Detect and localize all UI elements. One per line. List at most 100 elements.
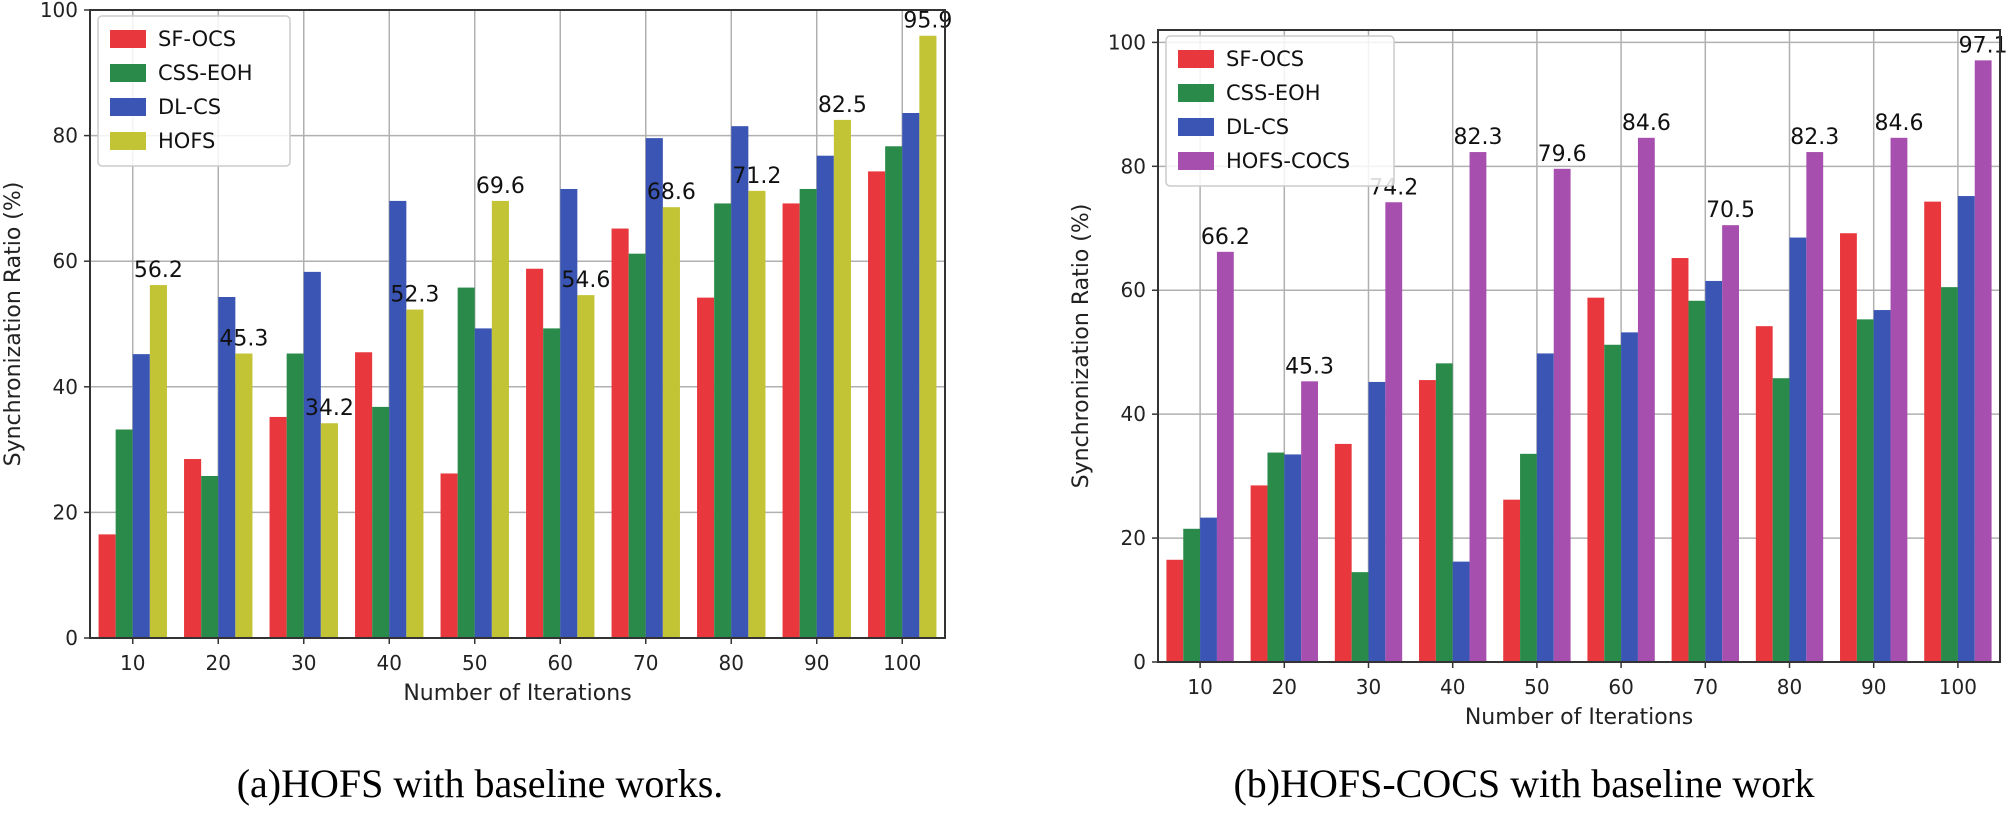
- bar-sf-ocs: [1840, 233, 1857, 662]
- bar-hofs-cocs: [1806, 152, 1824, 662]
- bar-css-eoh: [201, 475, 219, 638]
- bar-sf-ocs: [1250, 485, 1268, 662]
- y-tick-label: 60: [53, 249, 78, 273]
- chart-panel-a: 56.2 45.3 34.2 52.3 69.6 54.6 68.6 71.2 82.5 95.9…: [0, 0, 960, 817]
- data-label: 84.6: [1622, 111, 1671, 136]
- y-tick-label: 100: [40, 0, 78, 22]
- y-tick-label: 20: [1121, 526, 1146, 550]
- y-tick-label: 60: [1121, 278, 1146, 302]
- bar-hofs: [406, 309, 424, 638]
- y-tick-label: 0: [1133, 650, 1146, 674]
- bar-hofs: [833, 119, 851, 638]
- bar-sf-ocs: [269, 416, 287, 638]
- x-axis-label: Number of Iterations: [1465, 705, 1693, 730]
- bar-dl-cs: [1789, 237, 1807, 662]
- legend: SF-OCS CSS-EOH DL-CS HOFS: [97, 15, 291, 167]
- data-label: 70.5: [1706, 198, 1755, 223]
- legend-label: HOFS: [158, 129, 215, 153]
- data-label: 45.3: [219, 327, 268, 352]
- bar-hofs-cocs: [1722, 225, 1739, 663]
- bar-dl-cs: [474, 328, 492, 638]
- bar-sf-ocs: [1924, 201, 1942, 662]
- x-tick-label: 60: [548, 651, 573, 675]
- legend: SF-OCS CSS-EOH DL-CS HOFS-COCS: [1165, 35, 1395, 187]
- y-axis-label: Synchronization Ratio (%): [1069, 204, 1094, 489]
- data-label: 69.6: [476, 174, 525, 199]
- chart-b-caption: (b)HOFS-COCS with baseline work: [1233, 761, 1815, 806]
- bar-css-eoh: [1183, 528, 1201, 662]
- x-tick-label: 30: [1356, 675, 1381, 699]
- data-label: 52.3: [390, 283, 439, 308]
- legend-box: [1165, 35, 1395, 187]
- bar-sf-ocs: [1755, 326, 1773, 662]
- bar-dl-cs: [1452, 561, 1470, 662]
- bar-css-eoh: [714, 203, 732, 638]
- y-tick-label: 20: [53, 500, 78, 524]
- x-tick-label: 60: [1608, 675, 1633, 699]
- bar-dl-cs: [1705, 280, 1723, 662]
- legend-label: SF-OCS: [158, 27, 236, 51]
- data-label: 84.6: [1874, 111, 1923, 136]
- bar-hofs: [320, 423, 338, 638]
- bar-dl-cs: [1957, 196, 1975, 662]
- bar-dl-cs: [731, 126, 749, 639]
- x-tick-label: 10: [120, 651, 145, 675]
- bar-dl-cs: [218, 296, 236, 638]
- bar-hofs: [662, 207, 680, 638]
- x-tick-label: 80: [1777, 675, 1802, 699]
- bar-hofs-cocs: [1553, 168, 1571, 662]
- chart-panel-b: 66.2 45.3 74.2 82.3 79.6 84.6 70.5 82.3 84.6 97.1…: [1040, 0, 2008, 817]
- x-tick-label: 100: [1939, 675, 1977, 699]
- bar-css-eoh: [1688, 300, 1706, 662]
- legend-swatch-sf-ocs: [110, 30, 146, 48]
- legend-label: SF-OCS: [1226, 47, 1304, 71]
- legend-label: DL-CS: [1226, 115, 1289, 139]
- legend-label: CSS-EOH: [1226, 81, 1321, 105]
- y-tick-label: 40: [53, 375, 78, 399]
- bar-dl-cs: [1873, 310, 1891, 662]
- bar-css-eoh: [799, 188, 817, 639]
- bar-css-eoh: [885, 146, 903, 638]
- bar-sf-ocs: [1587, 297, 1605, 662]
- bar-css-eoh: [1604, 344, 1622, 662]
- bar-sf-ocs: [1166, 559, 1184, 662]
- bar-css-eoh: [628, 253, 646, 638]
- bar-dl-cs: [560, 188, 578, 639]
- data-label: 54.6: [561, 268, 610, 293]
- x-tick-label: 80: [719, 651, 744, 675]
- x-tick-label: 40: [1440, 675, 1465, 699]
- legend-swatch-hofs: [110, 132, 146, 150]
- x-tick-label: 20: [206, 651, 231, 675]
- bar-css-eoh: [1856, 319, 1874, 662]
- data-label: 34.2: [305, 396, 354, 421]
- plot-frame: [89, 9, 946, 639]
- bar-hofs-cocs: [1301, 381, 1318, 662]
- bar-css-eoh: [1435, 363, 1453, 662]
- data-label: 45.3: [1285, 354, 1334, 379]
- bar-hofs-cocs: [1974, 60, 1992, 663]
- bar-hofs: [491, 200, 509, 639]
- bar-dl-cs: [1621, 332, 1638, 662]
- data-label: 68.6: [647, 180, 696, 205]
- bar-sf-ocs: [1334, 443, 1352, 662]
- bar-sf-ocs: [782, 203, 800, 638]
- bar-sf-ocs: [98, 534, 116, 638]
- bar-hofs-cocs: [1890, 137, 1908, 662]
- legend-label: CSS-EOH: [158, 61, 253, 85]
- x-tick-label: 20: [1272, 675, 1297, 699]
- plot-frame: [1157, 29, 2001, 663]
- data-label: 82.3: [1790, 125, 1839, 150]
- y-tick-label: 80: [53, 124, 78, 148]
- bar-sf-ocs: [611, 228, 629, 638]
- bar-dl-cs: [1200, 517, 1217, 662]
- bar-dl-cs: [902, 112, 920, 638]
- chart-a-caption: (a)HOFS with baseline works.: [236, 761, 724, 806]
- legend-box: [97, 15, 291, 167]
- legend-label: HOFS-COCS: [1226, 149, 1350, 173]
- data-label: 82.5: [818, 93, 867, 118]
- x-tick-label: 70: [1693, 675, 1718, 699]
- bar-css-eoh: [457, 287, 475, 638]
- legend-swatch-sf-ocs: [1178, 50, 1214, 68]
- data-label: 56.2: [134, 258, 183, 283]
- bar-css-eoh: [1267, 452, 1285, 662]
